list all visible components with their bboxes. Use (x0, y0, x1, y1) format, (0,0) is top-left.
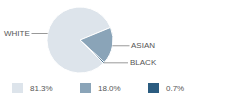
svg-text:18.0%: 18.0% (98, 84, 121, 93)
svg-text:ASIAN: ASIAN (131, 41, 155, 50)
svg-text:81.3%: 81.3% (30, 84, 53, 93)
svg-text:WHITE: WHITE (4, 29, 30, 38)
svg-text:BLACK: BLACK (130, 58, 157, 67)
svg-text:0.7%: 0.7% (166, 84, 184, 93)
